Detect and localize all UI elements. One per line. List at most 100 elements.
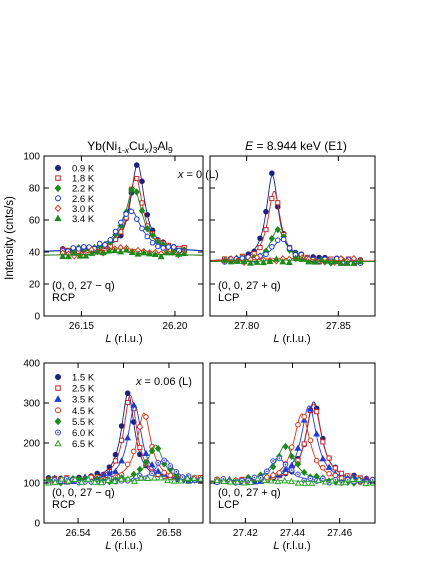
y-tick-label: 60 (29, 216, 41, 227)
data-point (257, 245, 263, 251)
data-point (154, 444, 162, 453)
data-point (64, 477, 72, 484)
data-point (268, 234, 276, 243)
data-point (134, 250, 142, 257)
data-point (276, 469, 283, 476)
data-point (183, 474, 191, 481)
reflection-note: RCP (52, 499, 75, 511)
data-point (169, 248, 177, 256)
data-point (337, 259, 345, 266)
legend-marker (55, 407, 61, 414)
legend-label: 3.0 K (72, 204, 95, 215)
data-point (112, 467, 120, 475)
data-point (139, 225, 145, 232)
sample-annotation: x = 0 (L) (177, 169, 219, 181)
reflection-note: (0, 0, 27 + q) (218, 487, 281, 499)
data-point (105, 469, 113, 476)
x-axis-label: L (r.l.u.) (273, 333, 310, 345)
data-point (332, 472, 339, 479)
data-point (149, 231, 156, 239)
data-point (253, 258, 261, 265)
fit-curve-15K (44, 392, 203, 481)
data-point (314, 409, 320, 415)
data-point (328, 477, 336, 484)
x-tick-label: 26.54 (66, 528, 91, 539)
data-point (318, 255, 326, 263)
x-axis-label: L (r.l.u.) (105, 540, 142, 552)
data-point (144, 225, 151, 233)
plot-area (210, 401, 375, 487)
data-point (263, 251, 269, 258)
x-tick-label: 27.44 (280, 528, 305, 539)
data-point (117, 475, 125, 482)
plot-frame (209, 155, 376, 317)
data-point (269, 463, 277, 471)
data-point (118, 423, 125, 429)
data-point (136, 465, 144, 474)
data-point (105, 247, 113, 254)
data-point-dot (321, 477, 324, 480)
data-point (295, 421, 301, 428)
data-point (71, 475, 79, 482)
data-point (130, 470, 137, 478)
data-point (274, 477, 282, 485)
data-point (227, 478, 235, 485)
y-tick-label: 0 (34, 312, 40, 323)
x-tick-label: 26.20 (162, 321, 187, 332)
data-point (151, 250, 159, 258)
data-point (70, 245, 77, 251)
data-point (88, 249, 96, 256)
data-point (348, 475, 356, 482)
y-tick-label: 100 (23, 479, 40, 490)
data-point (104, 476, 112, 483)
data-point (326, 470, 332, 477)
data-point (119, 437, 125, 443)
data-point (144, 474, 152, 481)
data-point (143, 414, 149, 420)
data-point-dot (163, 459, 166, 462)
data-point (124, 390, 131, 397)
y-tick-label: 400 (23, 359, 40, 370)
data-point (272, 255, 280, 262)
data-point (294, 444, 302, 451)
data-point (313, 457, 320, 464)
y-axis-label: Intensity (cnts/s) (4, 196, 16, 280)
data-point (266, 257, 274, 265)
data-point-dot (151, 472, 153, 475)
legend-label: 6.5 K (72, 439, 95, 450)
legend-label: 2.2 K (72, 184, 95, 195)
data-point (139, 178, 145, 185)
data-point (144, 233, 151, 240)
reflection-note: (0, 0, 27 + q) (218, 280, 281, 292)
data-point (319, 455, 327, 462)
data-point (286, 245, 293, 252)
data-point (64, 252, 72, 260)
legend-marker (55, 374, 61, 380)
data-point (138, 207, 146, 215)
data-point (117, 248, 125, 255)
data-point (91, 478, 99, 485)
compound-title: Yb(Ni1-xCux)3Al9 (87, 139, 173, 155)
data-point (155, 243, 161, 250)
data-point (301, 413, 307, 420)
reflection-note: LCP (218, 292, 239, 304)
data-point (247, 478, 255, 485)
data-point (102, 242, 108, 248)
data-point (142, 458, 150, 466)
data-point (288, 452, 295, 461)
x-tick-label: 26.56 (111, 528, 136, 539)
data-point (294, 479, 302, 486)
data-point (167, 472, 174, 479)
data-point (112, 228, 119, 235)
data-point (197, 475, 203, 482)
y-tick-label: 300 (23, 399, 40, 410)
y-tick-label: 20 (29, 280, 41, 291)
data-point (122, 246, 130, 253)
data-point-dot (181, 476, 184, 478)
legend-marker (55, 385, 61, 391)
data-point (263, 208, 269, 215)
plot-frame (43, 155, 204, 317)
data-point-dot (175, 470, 178, 473)
legend-label: 1.8 K (72, 174, 95, 185)
data-point (275, 200, 281, 206)
